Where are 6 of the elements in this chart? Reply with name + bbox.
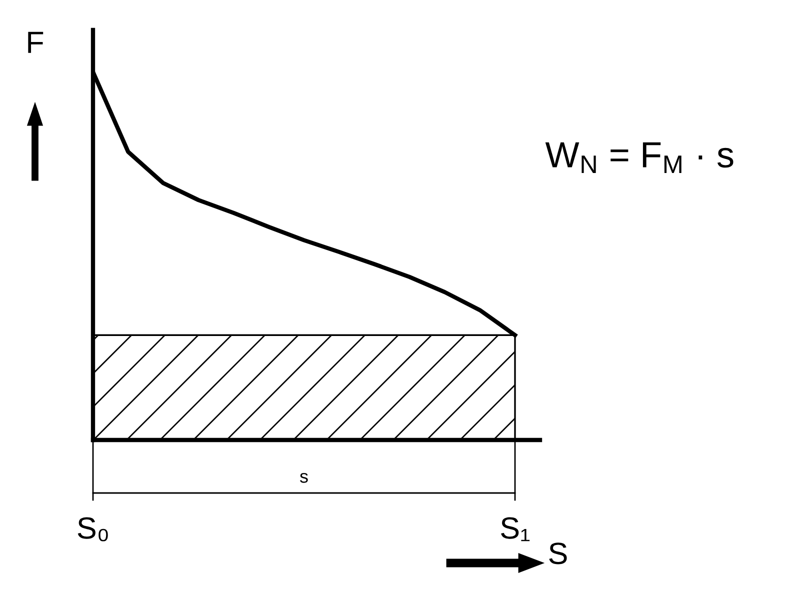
x-tick-label: S₀	[78, 517, 108, 542]
x-axis-title: S	[549, 542, 567, 564]
x-tick-label: S₁	[501, 517, 530, 542]
text: W$_{N}$ = F$_{M}$ · s	[545, 142, 734, 173]
text: s	[300, 472, 308, 483]
y-axis-title: F	[28, 32, 44, 53]
